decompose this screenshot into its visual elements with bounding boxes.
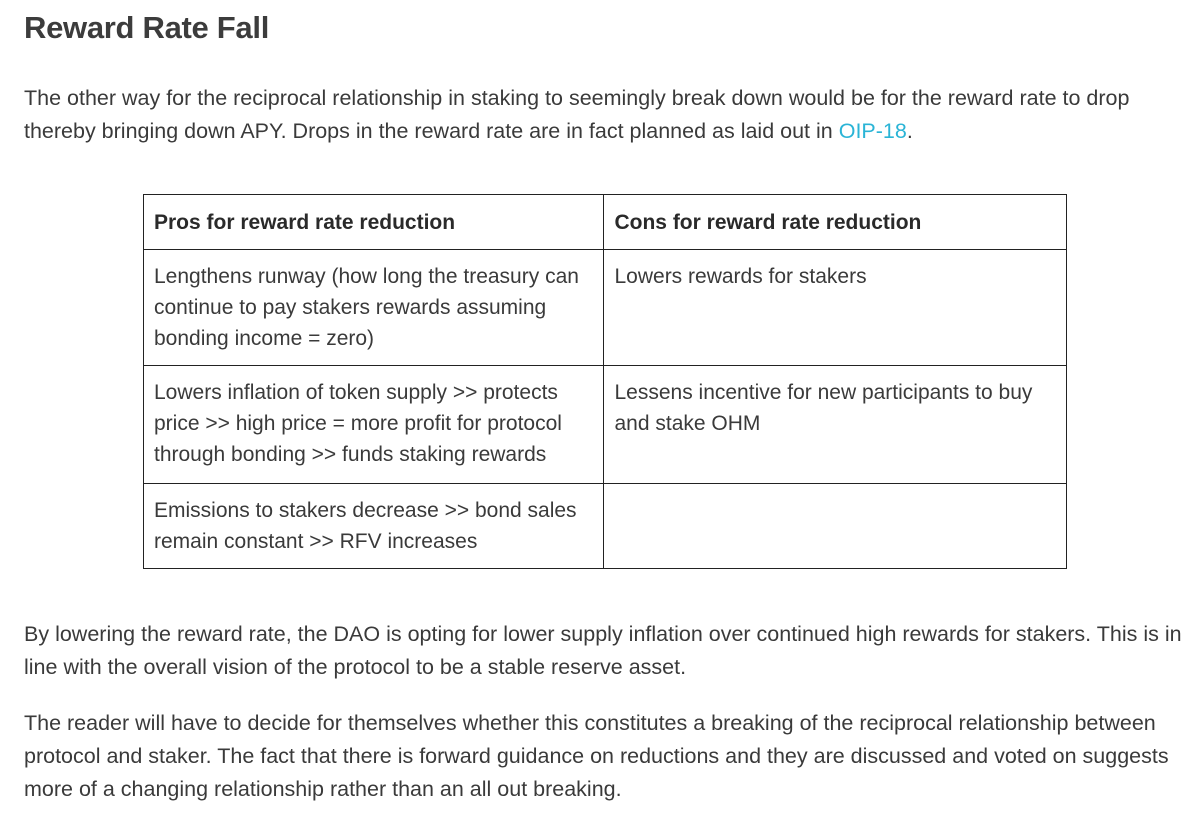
cons-cell: Lessens incentive for new participants t…: [603, 365, 1067, 484]
pros-cell: Lowers inflation of token supply >> prot…: [142, 365, 605, 484]
pros-column-header: Pros for reward rate reduction: [142, 194, 605, 250]
body-paragraph: The reader will have to decide for thems…: [24, 711, 1169, 801]
table-header-row: Pros for reward rate reduction Cons for …: [142, 194, 1067, 250]
cons-cell: Lowers rewards for stakers: [603, 249, 1067, 366]
intro-text-end: .: [906, 119, 913, 143]
section-heading: Reward Rate Fall: [24, 10, 270, 45]
pros-cell: Emissions to stakers decrease >> bond sa…: [142, 483, 605, 569]
table-row: Lowers inflation of token supply >> prot…: [142, 365, 1067, 484]
pros-cell: Lengthens runway (how long the treasury …: [142, 249, 605, 366]
intro-paragraph: The other way for the reciprocal relatio…: [24, 82, 1184, 148]
oip-18-link[interactable]: OIP-18: [838, 119, 907, 143]
table-row: Emissions to stakers decrease >> bond sa…: [142, 483, 1067, 569]
pros-cons-table: Pros for reward rate reduction Cons for …: [142, 194, 1067, 569]
intro-text: The other way for the reciprocal relatio…: [24, 86, 1130, 143]
table-row: Lengthens runway (how long the treasury …: [142, 249, 1067, 366]
cons-column-header: Cons for reward rate reduction: [603, 194, 1067, 250]
body-paragraph: By lowering the reward rate, the DAO is …: [24, 622, 1182, 679]
cons-cell: [603, 483, 1067, 569]
